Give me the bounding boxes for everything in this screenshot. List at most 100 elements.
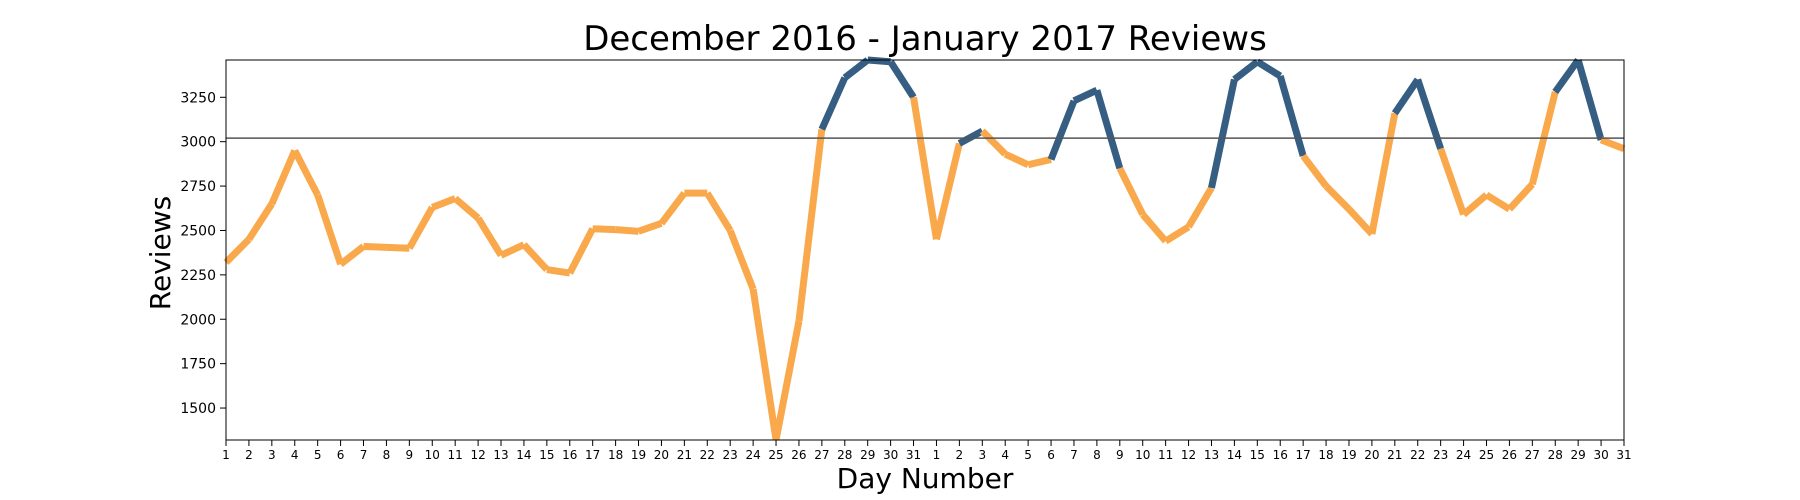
- x-tick-label: 16: [562, 448, 577, 462]
- series-segment-below: [1116, 166, 1146, 217]
- x-tick-label: 18: [1318, 448, 1333, 462]
- x-tick-label: 17: [585, 448, 600, 462]
- series-segment-below: [749, 288, 780, 441]
- y-tick-label: 3000: [180, 135, 216, 151]
- x-tick-label: 27: [1525, 448, 1540, 462]
- x-axis-title: Day Number: [837, 462, 1014, 495]
- x-tick-label: 15: [1250, 448, 1265, 462]
- x-tick-label: 19: [631, 448, 646, 462]
- series-segment-below: [1437, 147, 1467, 216]
- series-segment-below: [1300, 153, 1329, 189]
- series-segment-above: [1552, 57, 1582, 95]
- x-tick-label: 20: [654, 448, 669, 462]
- y-axis-title: Reviews: [144, 196, 177, 311]
- series-segment-below: [291, 148, 321, 197]
- x-tick-label: 7: [360, 448, 368, 462]
- x-tick-label: 7: [1070, 448, 1078, 462]
- series-segment-above: [1574, 59, 1605, 141]
- x-tick-label: 26: [1502, 448, 1517, 462]
- series-segment-below: [268, 149, 298, 206]
- x-tick-label: 6: [337, 448, 345, 462]
- series-segment-below: [223, 236, 252, 265]
- x-tick-label: 30: [1593, 448, 1608, 462]
- series-segment-below: [592, 225, 616, 234]
- series-segment-below: [979, 128, 1008, 157]
- x-tick-label: 4: [291, 448, 299, 462]
- series-segment-above: [887, 59, 917, 100]
- x-tick-label: 31: [1616, 448, 1631, 462]
- plot-frame: [225, 59, 1625, 441]
- x-tick-label: 25: [1479, 448, 1494, 462]
- chart-title: December 2016 - January 2017 Reviews: [583, 19, 1267, 59]
- y-tick-label: 3250: [180, 90, 216, 106]
- series-segment-below: [1484, 191, 1512, 213]
- x-tick-label: 11: [448, 448, 463, 462]
- series-segment-above: [957, 127, 984, 147]
- x-tick-label: 5: [314, 448, 322, 462]
- series-segment-below: [314, 193, 344, 266]
- x-tick-label: 1: [933, 448, 941, 462]
- series-segment-below: [1461, 192, 1489, 218]
- series-segment-below: [566, 227, 596, 275]
- x-tick-label: 12: [1181, 448, 1196, 462]
- y-tick-label: 1750: [180, 357, 216, 373]
- x-tick-label: 1: [222, 448, 230, 462]
- series-segment-below: [475, 216, 504, 258]
- series-segment-below: [1323, 183, 1352, 212]
- series-segment-below: [772, 320, 803, 441]
- x-tick-label: 28: [837, 448, 852, 462]
- x-tick-label: 16: [1273, 448, 1288, 462]
- series-segment-above: [1276, 75, 1307, 157]
- x-tick-label: 29: [860, 448, 875, 462]
- x-tick-label: 30: [883, 448, 898, 462]
- x-tick-label: 22: [700, 448, 715, 462]
- x-tick-label: 18: [608, 448, 623, 462]
- series-segment-below: [1185, 186, 1215, 229]
- series-segment-below: [1346, 206, 1375, 237]
- series-segment-below: [637, 220, 663, 235]
- x-tick-label: 14: [1227, 448, 1242, 462]
- x-tick-label: 5: [1024, 448, 1032, 462]
- y-tick-label: 1500: [180, 401, 216, 417]
- x-axis-ticks: 1 2 3 4 5 6 7 8 9 10 11 12 13 14 15 16 17 18 19 20 21 22 23 24 2…: [222, 440, 1632, 462]
- y-axis-ticks: 1500 1750 2000 2250 2500 2750 3000 3250: [180, 90, 226, 417]
- y-tick-label: 2250: [180, 268, 216, 284]
- x-tick-label: 22: [1410, 448, 1425, 462]
- series-segment-above: [842, 57, 870, 81]
- x-tick-label: 15: [539, 448, 554, 462]
- series-segment-below: [795, 128, 826, 322]
- y-tick-label: 2500: [180, 223, 216, 239]
- x-tick-label: 13: [493, 448, 508, 462]
- x-tick-label: 31: [906, 448, 921, 462]
- x-tick-label: 13: [1204, 448, 1219, 462]
- x-tick-label: 3: [978, 448, 986, 462]
- series-segment-below: [546, 266, 571, 277]
- series-segment-above: [1255, 58, 1283, 79]
- series-segment-above: [1414, 78, 1444, 150]
- x-tick-label: 23: [723, 448, 738, 462]
- series-segment-below: [910, 96, 940, 240]
- x-tick-label: 10: [1135, 448, 1150, 462]
- y-tick-label: 2750: [180, 179, 216, 195]
- x-tick-label: 23: [1433, 448, 1448, 462]
- x-tick-label: 2: [956, 448, 964, 462]
- series-segment-below: [363, 242, 387, 251]
- series-segment-above: [1072, 87, 1099, 105]
- x-tick-label: 4: [1001, 448, 1009, 462]
- x-tick-label: 29: [1571, 448, 1586, 462]
- series-segment-below: [704, 191, 734, 233]
- x-tick-label: 20: [1364, 448, 1379, 462]
- x-tick-label: 9: [1116, 448, 1124, 462]
- x-tick-label: 3: [268, 448, 276, 462]
- x-tick-label: 8: [1093, 448, 1101, 462]
- x-tick-label: 24: [1456, 448, 1471, 462]
- series-segment-above: [1391, 77, 1421, 116]
- x-tick-label: 24: [745, 448, 760, 462]
- x-tick-label: 28: [1548, 448, 1563, 462]
- x-tick-label: 19: [1341, 448, 1356, 462]
- x-tick-label: 12: [470, 448, 485, 462]
- series-segment-below: [386, 243, 410, 252]
- x-tick-label: 6: [1047, 448, 1055, 462]
- series-segment-below: [406, 205, 436, 250]
